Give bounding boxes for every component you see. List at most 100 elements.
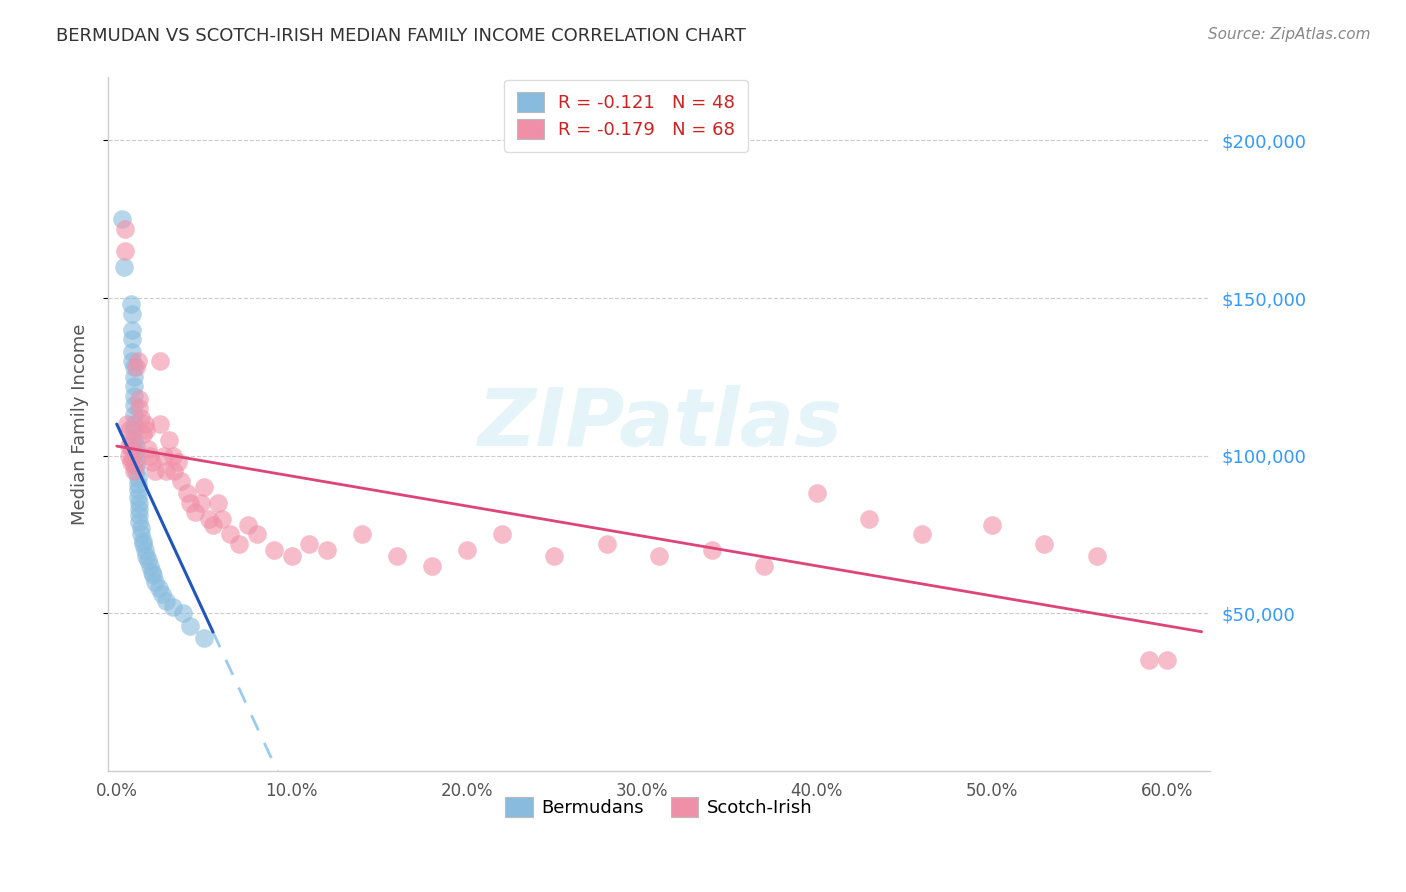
Point (127, 354, 149, 368)
Point (121, 354, 143, 368)
Point (122, 423, 145, 437)
Point (1085, 549, 1108, 564)
Y-axis label: Median Family Income: Median Family Income (72, 324, 89, 524)
Point (132, 426, 155, 441)
Point (648, 549, 671, 564)
Point (120, 433, 142, 447)
Point (134, 417, 156, 431)
Point (136, 442, 159, 457)
Point (170, 474, 193, 488)
Text: Source: ZipAtlas.com: Source: ZipAtlas.com (1208, 27, 1371, 42)
Point (280, 549, 302, 564)
Point (122, 408, 145, 422)
Point (118, 439, 141, 453)
Point (128, 508, 150, 523)
Point (806, 486, 828, 500)
Point (114, 244, 136, 258)
Point (128, 401, 150, 416)
Point (129, 410, 152, 425)
Point (184, 505, 207, 519)
Point (142, 568, 165, 582)
Point (207, 496, 229, 510)
Point (122, 398, 145, 412)
Point (167, 455, 190, 469)
Point (122, 360, 145, 375)
Point (132, 537, 155, 551)
Point (125, 464, 148, 478)
Point (122, 389, 145, 403)
Point (143, 574, 166, 589)
Point (129, 521, 152, 535)
Point (128, 496, 150, 510)
Point (127, 470, 149, 484)
Point (125, 458, 148, 472)
Point (136, 552, 159, 566)
Point (118, 449, 141, 463)
Text: ZIPatlas: ZIPatlas (477, 385, 842, 463)
Point (125, 451, 148, 466)
Point (121, 332, 143, 346)
Point (148, 581, 170, 595)
Point (135, 423, 157, 437)
Point (118, 423, 141, 437)
Point (135, 549, 157, 564)
Point (155, 593, 177, 607)
Point (122, 379, 145, 393)
Point (153, 449, 176, 463)
Point (122, 458, 145, 472)
Point (754, 558, 776, 573)
Text: BERMUDAN VS SCOTCH-IRISH MEDIAN FAMILY INCOME CORRELATION CHART: BERMUDAN VS SCOTCH-IRISH MEDIAN FAMILY I… (56, 27, 747, 45)
Point (193, 632, 215, 646)
Point (700, 543, 723, 558)
Point (128, 502, 150, 516)
Point (179, 619, 201, 633)
Point (120, 297, 142, 311)
Point (456, 543, 478, 558)
Point (128, 515, 150, 529)
Point (315, 543, 337, 558)
Point (125, 360, 148, 375)
Point (198, 511, 221, 525)
Point (122, 464, 145, 478)
Point (114, 221, 136, 235)
Point (385, 549, 408, 564)
Point (132, 533, 155, 548)
Point (121, 322, 143, 336)
Point (491, 527, 513, 541)
Point (111, 212, 134, 227)
Point (121, 451, 143, 466)
Point (219, 527, 242, 541)
Point (1156, 653, 1178, 667)
Point (143, 464, 166, 478)
Point (122, 417, 145, 431)
Point (163, 464, 186, 478)
Point (127, 483, 149, 498)
Point (149, 354, 172, 368)
Point (172, 606, 194, 620)
Point (139, 449, 162, 463)
Point (125, 439, 148, 453)
Point (543, 549, 565, 564)
Point (127, 490, 149, 504)
Point (141, 455, 163, 469)
Point (120, 455, 142, 469)
Point (122, 369, 145, 384)
Point (121, 344, 143, 359)
Point (263, 543, 285, 558)
Point (141, 565, 163, 579)
Point (122, 433, 145, 447)
Point (155, 464, 177, 478)
Point (150, 587, 173, 601)
Point (1033, 537, 1056, 551)
Point (139, 558, 162, 573)
Point (176, 486, 198, 500)
Point (127, 477, 149, 491)
Point (596, 537, 619, 551)
Legend: Bermudans, Scotch-Irish: Bermudans, Scotch-Irish (498, 789, 820, 824)
Point (298, 537, 321, 551)
Point (228, 537, 250, 551)
Point (115, 417, 138, 431)
Point (162, 449, 184, 463)
Point (420, 558, 443, 573)
Point (128, 392, 150, 406)
